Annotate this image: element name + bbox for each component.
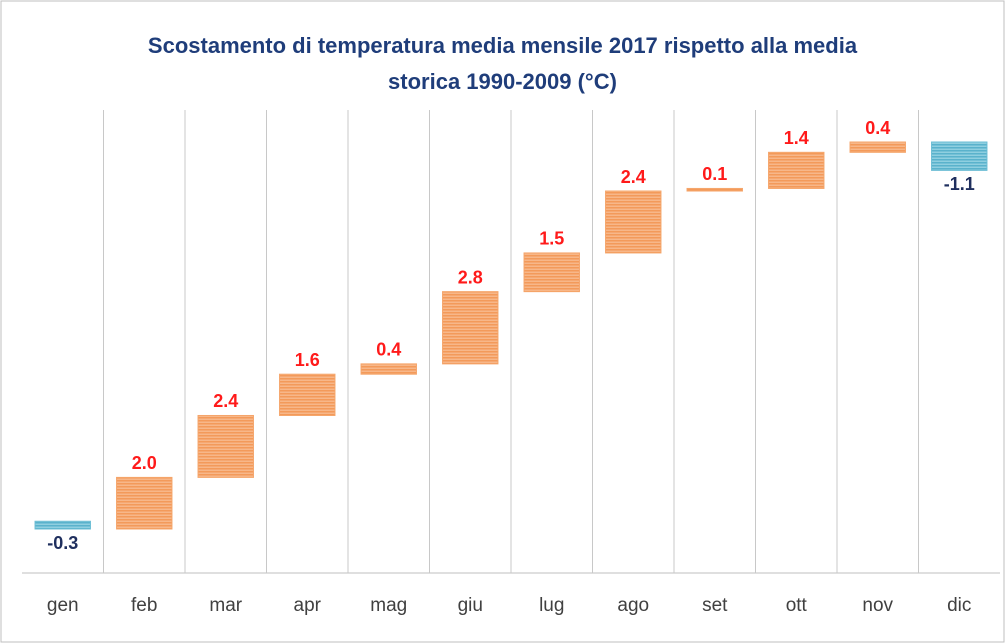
data-label: 1.4 <box>784 128 809 148</box>
bar <box>279 373 336 416</box>
x-tick-label: mag <box>370 595 407 616</box>
bar <box>360 363 417 375</box>
data-label: -1.1 <box>944 174 975 194</box>
bar <box>605 190 662 254</box>
x-tick-label: mar <box>209 595 242 616</box>
bar <box>523 252 580 293</box>
x-tick-label: set <box>702 595 728 616</box>
bar <box>931 141 988 171</box>
chart-title: Scostamento di temperatura media mensile… <box>147 33 858 94</box>
data-label: 2.0 <box>132 453 157 473</box>
data-label: 0.1 <box>702 164 727 184</box>
x-tick-label: dic <box>947 595 971 616</box>
x-tick-label: gen <box>47 595 79 616</box>
data-label: -0.3 <box>47 533 78 553</box>
data-label: 2.8 <box>458 267 483 287</box>
data-label: 2.4 <box>621 167 646 187</box>
x-tick-label: nov <box>862 595 893 616</box>
data-label: 1.6 <box>295 350 320 370</box>
bar <box>849 141 906 153</box>
data-label: 0.4 <box>376 340 401 360</box>
x-tick-label: lug <box>539 595 564 616</box>
x-tick-label: feb <box>131 595 157 616</box>
bar <box>34 520 91 530</box>
x-tick-label: giu <box>458 595 483 616</box>
x-tick-label: apr <box>294 595 322 616</box>
x-tick-label: ott <box>786 595 808 616</box>
bar <box>197 414 254 478</box>
x-tick-label: ago <box>617 595 649 616</box>
bar <box>442 291 499 365</box>
bar <box>768 151 825 189</box>
bar <box>116 476 173 530</box>
data-label: 1.5 <box>539 229 564 249</box>
data-label: 0.4 <box>865 118 890 138</box>
bar <box>686 187 743 192</box>
data-label: 2.4 <box>213 391 238 411</box>
